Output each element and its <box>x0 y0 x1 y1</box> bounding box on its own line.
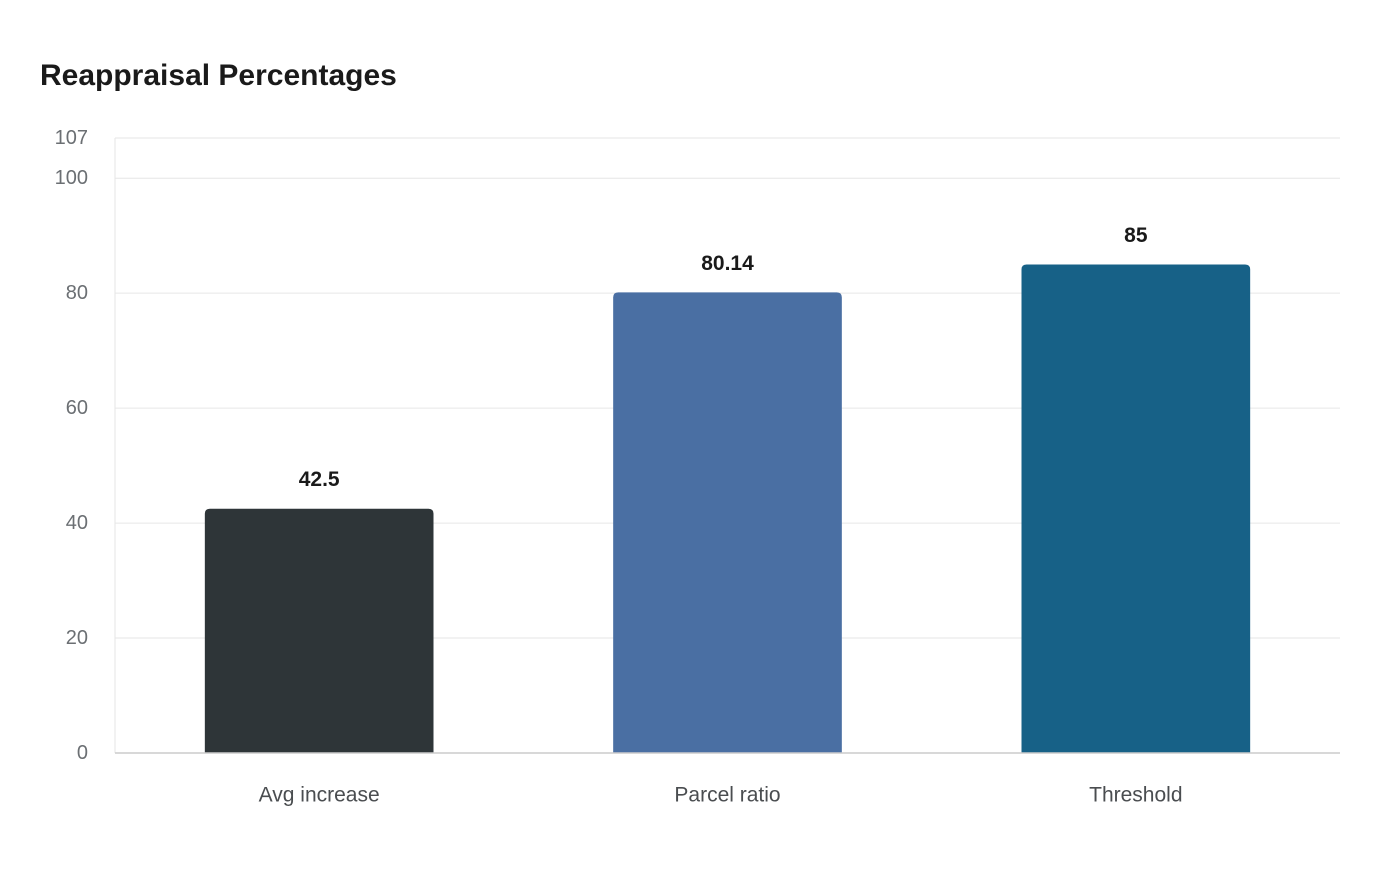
data-label: 42.5 <box>299 468 340 491</box>
bar-layer <box>204 264 1251 753</box>
data-label: 85 <box>1124 224 1148 247</box>
x-tick-label: Parcel ratio <box>674 784 780 807</box>
data-label: 80.14 <box>701 252 754 275</box>
axis-layer <box>114 138 1340 754</box>
y-tick-label: 80 <box>66 282 88 304</box>
x-tick-label: Avg increase <box>259 784 380 807</box>
y-tick-label: 20 <box>66 627 88 649</box>
y-tick-label: 60 <box>66 397 88 419</box>
bar[interactable] <box>1021 264 1251 753</box>
y-tick-label: 100 <box>55 167 88 189</box>
bar[interactable] <box>613 292 842 753</box>
y-tick-label: 40 <box>66 512 88 534</box>
chart-title: Reappraisal Percentages <box>40 59 397 92</box>
bar[interactable] <box>204 508 434 753</box>
y-tick-label: 107 <box>55 127 88 149</box>
label-layer: 0 20 40 60 80 100 107 42.5 Avg increase 80.14 Parc… <box>55 127 1183 807</box>
y-tick-label: 0 <box>77 742 88 764</box>
x-tick-label: Threshold <box>1089 784 1182 807</box>
